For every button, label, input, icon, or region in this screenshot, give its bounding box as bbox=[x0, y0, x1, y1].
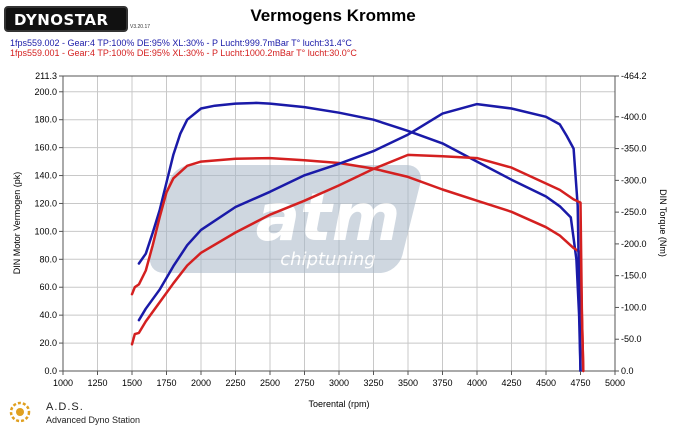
x-tick-label: 1000 bbox=[53, 378, 73, 388]
y2-tick-label: -50.0 bbox=[621, 334, 642, 344]
x-tick-label: 5000 bbox=[605, 378, 625, 388]
series-line-torque-1fps559.002 bbox=[137, 102, 582, 373]
y-tick-label: 211.3 bbox=[35, 71, 57, 81]
y2-tick-label: -300.0 bbox=[621, 175, 647, 185]
y-tick-label: 0.0 bbox=[44, 366, 57, 376]
x-tick-label: 1250 bbox=[87, 378, 107, 388]
x-tick-label: 3500 bbox=[398, 378, 418, 388]
logo-text: DYNOSTAR bbox=[14, 11, 109, 29]
x-tick-label: 1500 bbox=[122, 378, 142, 388]
y-tick-label: 160.0 bbox=[34, 143, 57, 153]
y2-tick-label: -400.0 bbox=[621, 112, 647, 122]
y-axis-label: DIN Motor Vermogen (pk) bbox=[12, 172, 22, 275]
series-line-power-1fps559.002 bbox=[137, 101, 582, 373]
run-legend-2: 1fps559.001 - Gear:4 TP:100% DE:95% XL:3… bbox=[10, 48, 357, 58]
y2-tick-label: -464.2 bbox=[621, 71, 647, 81]
x-tick-label: 3750 bbox=[432, 378, 452, 388]
logo-subtext: V3.20.17 bbox=[130, 24, 151, 30]
series-line-power-1fps559.001 bbox=[130, 156, 585, 373]
y-tick-label: 40.0 bbox=[39, 310, 57, 320]
x-tick-label: 2750 bbox=[294, 378, 314, 388]
x-tick-label: 3250 bbox=[363, 378, 383, 388]
y-tick-label: 120.0 bbox=[34, 198, 57, 208]
x-tick-label: 2000 bbox=[191, 378, 211, 388]
x-tick-label: 2500 bbox=[260, 378, 280, 388]
watermark-tagline: chiptuning bbox=[280, 249, 375, 270]
y-tick-label: 20.0 bbox=[39, 338, 57, 348]
y2-axis-label: DIN Torque (Nm) bbox=[658, 189, 668, 257]
run-legend-1: 1fps559.002 - Gear:4 TP:100% DE:95% XL:3… bbox=[10, 38, 352, 48]
y-tick-label: 140.0 bbox=[34, 171, 57, 181]
x-axis-label: Toerental (rpm) bbox=[308, 399, 369, 409]
y-tick-label: 200.0 bbox=[34, 87, 57, 97]
chart-series bbox=[130, 101, 585, 373]
y-tick-label: 80.0 bbox=[39, 254, 57, 264]
chart-axes: 1000 1250 1500 1750 2000 2250 2500 2750 3000 3250… bbox=[34, 71, 646, 388]
x-tick-label: 4000 bbox=[467, 378, 487, 388]
y2-tick-label: -200.0 bbox=[621, 239, 647, 249]
ads-logo-icon bbox=[9, 401, 31, 423]
x-tick-label: 1750 bbox=[156, 378, 176, 388]
y-tick-label: 180.0 bbox=[34, 115, 57, 125]
ads-full-name: Advanced Dyno Station bbox=[46, 415, 141, 425]
chart-title: Vermogens Kromme bbox=[250, 6, 416, 25]
x-tick-label: 4750 bbox=[570, 378, 590, 388]
x-tick-label: 4500 bbox=[536, 378, 556, 388]
y-tick-label: 60.0 bbox=[39, 282, 57, 292]
y2-tick-label: 0.0 bbox=[621, 366, 634, 376]
series-line-torque-1fps559.001 bbox=[130, 153, 585, 373]
watermark-brand: atm bbox=[256, 179, 401, 256]
atm-watermark: atm chiptuning bbox=[149, 165, 421, 273]
y2-tick-label: -100.0 bbox=[621, 302, 647, 312]
x-tick-label: 4250 bbox=[501, 378, 521, 388]
x-tick-label: 3000 bbox=[329, 378, 349, 388]
y2-tick-label: -350.0 bbox=[621, 144, 647, 154]
dynostar-logo: DYNOSTAR bbox=[4, 6, 128, 32]
x-tick-label: 2250 bbox=[225, 378, 245, 388]
ads-abbreviation: A.D.S. bbox=[46, 401, 84, 413]
y2-tick-label: -150.0 bbox=[621, 271, 647, 281]
y2-tick-label: -250.0 bbox=[621, 207, 647, 217]
y-tick-label: 100.0 bbox=[34, 226, 57, 236]
